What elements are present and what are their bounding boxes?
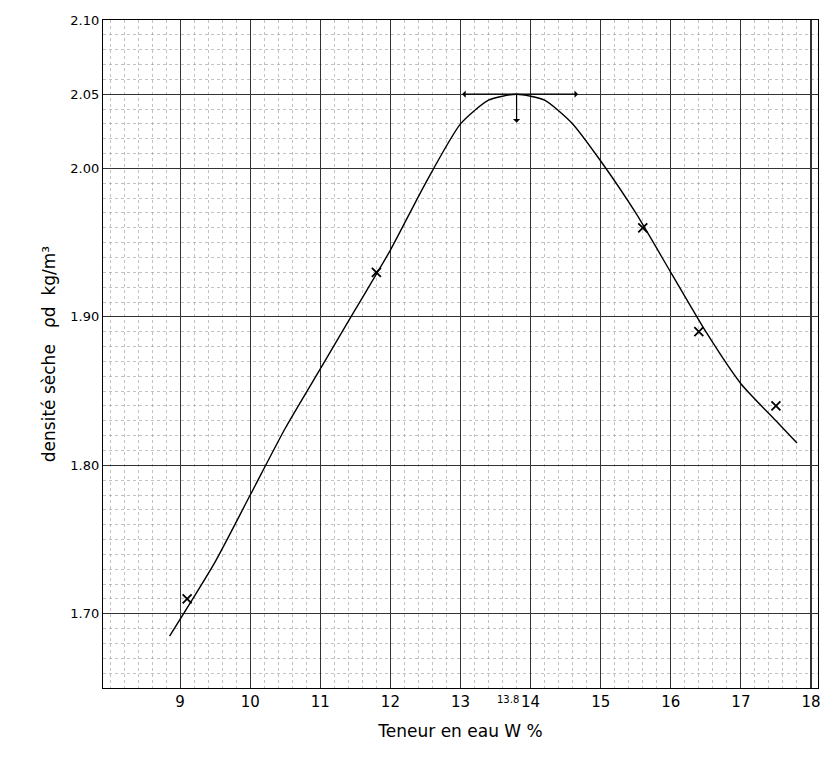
svg-text:2.00: 2.00	[70, 161, 99, 176]
svg-text:14: 14	[521, 693, 540, 711]
svg-text:2.05: 2.05	[70, 87, 99, 102]
svg-text:13.8: 13.8	[497, 694, 519, 705]
svg-text:12: 12	[381, 693, 400, 711]
svg-text:9: 9	[175, 693, 185, 711]
svg-text:1.70: 1.70	[70, 606, 99, 621]
svg-text:16: 16	[661, 693, 680, 711]
svg-text:15: 15	[591, 693, 610, 711]
svg-text:1.90: 1.90	[70, 309, 99, 324]
svg-text:11: 11	[311, 693, 330, 711]
svg-text:13: 13	[451, 693, 470, 711]
svg-text:18: 18	[801, 693, 820, 711]
svg-text:10: 10	[241, 693, 260, 711]
svg-text:densité sèche ρd kg/m³: densité sèche ρd kg/m³	[39, 246, 59, 462]
svg-text:2.10: 2.10	[70, 13, 99, 28]
svg-text:1.80: 1.80	[70, 458, 99, 473]
svg-text:Teneur en eau W %: Teneur en eau W %	[377, 721, 542, 741]
svg-text:17: 17	[731, 693, 750, 711]
